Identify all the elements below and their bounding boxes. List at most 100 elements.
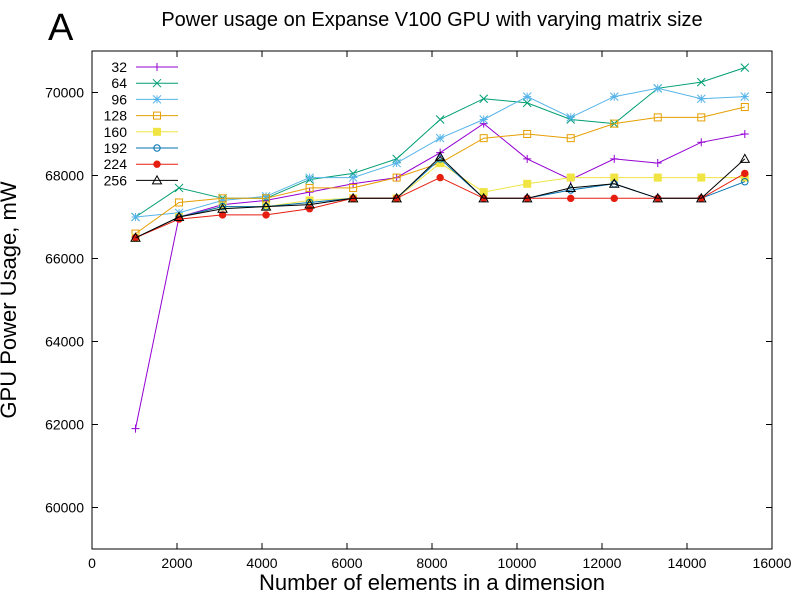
data-point-marker [740, 63, 750, 72]
y-tick-label: 62000 [45, 417, 84, 433]
y-tick-label: 68000 [45, 168, 84, 184]
data-point-marker [153, 111, 161, 120]
data-point-marker [304, 199, 315, 209]
data-point-marker [218, 196, 227, 205]
data-point-marker [478, 192, 490, 203]
data-point-marker [566, 134, 575, 143]
data-point-marker [523, 179, 532, 188]
y-tick-label: 60000 [45, 500, 84, 516]
data-point-marker [697, 113, 706, 122]
legend-item-160: 160 [104, 124, 178, 140]
data-point-marker [218, 194, 227, 203]
data-point-marker [347, 192, 359, 203]
data-point-marker [608, 178, 620, 188]
data-point-marker [262, 211, 270, 219]
chart-title: Power usage on Expanse V100 GPU with var… [161, 9, 702, 31]
data-point-marker [739, 153, 751, 163]
data-point-marker [610, 154, 619, 163]
x-tick-label: 12000 [583, 555, 622, 571]
x-axis-label: Number of elements in a dimension [259, 570, 605, 595]
legend-label: 160 [104, 124, 128, 140]
series-256 [130, 151, 751, 242]
data-point-marker [151, 174, 163, 185]
data-point-marker [392, 158, 401, 168]
data-point-marker [153, 63, 161, 71]
legend-item-96: 96 [111, 91, 178, 107]
x-tick-label: 6000 [331, 555, 362, 571]
legend-item-256: 256 [104, 172, 178, 188]
data-point-marker [217, 203, 228, 213]
data-point-marker [153, 144, 161, 152]
legend-item-224: 224 [104, 156, 178, 172]
data-point-marker [261, 191, 271, 201]
panel-label: A [48, 7, 74, 49]
data-point-marker [566, 113, 576, 122]
data-point-marker [522, 98, 532, 108]
data-point-marker [173, 211, 185, 221]
data-point-marker [697, 173, 706, 182]
legend-label: 64 [111, 75, 127, 91]
series-layer [130, 63, 751, 433]
data-point-marker [434, 151, 446, 161]
x-tick-label: 14000 [668, 555, 707, 571]
legend-item-128: 128 [104, 108, 178, 124]
x-tick-label: 2000 [161, 555, 192, 571]
y-tick-label: 66000 [45, 251, 84, 267]
data-point-marker [305, 188, 314, 197]
legend-label: 256 [104, 172, 128, 188]
data-point-marker [153, 160, 161, 168]
x-tick-label: 16000 [753, 555, 792, 571]
series-line [135, 122, 745, 429]
data-point-marker [392, 173, 401, 182]
data-point-marker [348, 173, 358, 182]
data-point-marker [741, 178, 749, 186]
legend-label: 224 [104, 156, 128, 172]
data-point-marker [131, 212, 140, 222]
y-axis-label: GPU Power Usage, mW [0, 181, 21, 418]
data-point-marker [696, 77, 706, 87]
series-line [135, 67, 745, 218]
data-point-marker [175, 198, 184, 207]
data-point-marker [348, 169, 358, 178]
data-point-marker [653, 159, 662, 168]
data-point-marker [153, 127, 161, 136]
data-point-marker [567, 194, 575, 203]
data-point-marker [479, 134, 488, 143]
legend-label: 192 [104, 140, 128, 156]
x-tick-label: 8000 [416, 555, 447, 571]
data-point-marker [305, 183, 314, 192]
data-point-marker [436, 173, 444, 182]
legend-label: 32 [111, 59, 127, 75]
legend-item-32: 32 [111, 59, 178, 75]
data-point-marker [260, 201, 272, 211]
data-point-marker [565, 182, 577, 192]
x-tick-label: 10000 [498, 555, 537, 571]
data-point-marker [130, 232, 141, 242]
data-point-marker [479, 115, 489, 124]
data-point-marker [566, 173, 575, 182]
data-point-marker [609, 92, 619, 102]
data-point-marker [174, 183, 184, 193]
data-point-marker [652, 192, 664, 203]
data-point-marker [131, 424, 140, 433]
data-point-marker [610, 194, 618, 203]
data-point-marker [741, 169, 749, 178]
data-point-marker [523, 154, 532, 163]
data-point-marker [696, 94, 706, 104]
y-tick-label: 64000 [45, 334, 84, 350]
data-point-marker [653, 83, 663, 93]
data-point-marker [435, 133, 445, 143]
data-point-marker [740, 103, 749, 112]
legend-item-192: 192 [104, 140, 178, 156]
legend-item-64: 64 [111, 75, 178, 91]
data-point-marker [653, 173, 662, 182]
data-point-marker [521, 192, 533, 203]
axis-ticks: 0 2000 4000 6000 8000 10000 12000 14000 16000 600… [45, 51, 792, 571]
data-point-marker [305, 173, 314, 182]
x-tick-label: 4000 [246, 555, 277, 571]
plot-frame [91, 50, 773, 550]
data-point-marker [653, 113, 662, 122]
data-point-marker [349, 183, 358, 192]
